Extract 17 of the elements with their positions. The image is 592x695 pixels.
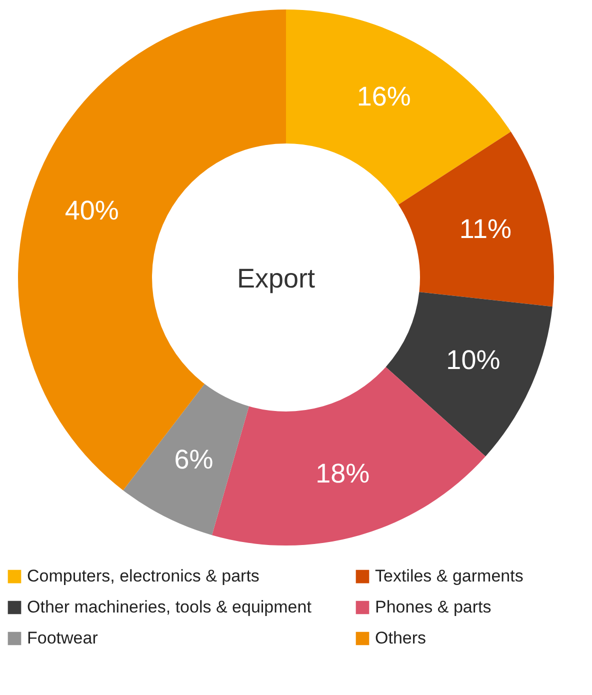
legend-label: Textiles & garments <box>375 566 524 586</box>
donut-slice <box>123 384 249 536</box>
data-label: 10% <box>446 345 500 376</box>
donut-slice <box>286 10 511 205</box>
data-label: 40% <box>64 196 119 226</box>
data-label: 6% <box>174 444 214 475</box>
legend-label: Footwear <box>27 628 98 648</box>
donut-slice <box>398 132 554 307</box>
data-label: 11% <box>459 214 512 244</box>
legend-label: Computers, electronics & parts <box>27 566 260 586</box>
legend-label: Others <box>375 628 426 648</box>
text: Export <box>236 264 316 294</box>
legend-label: Other machineries, tools & equipment <box>27 598 312 616</box>
donut-slice <box>386 292 552 456</box>
data-label: 18% <box>316 458 370 489</box>
legend-label: Phones & parts <box>375 598 492 616</box>
data-label: 16% <box>356 81 411 112</box>
